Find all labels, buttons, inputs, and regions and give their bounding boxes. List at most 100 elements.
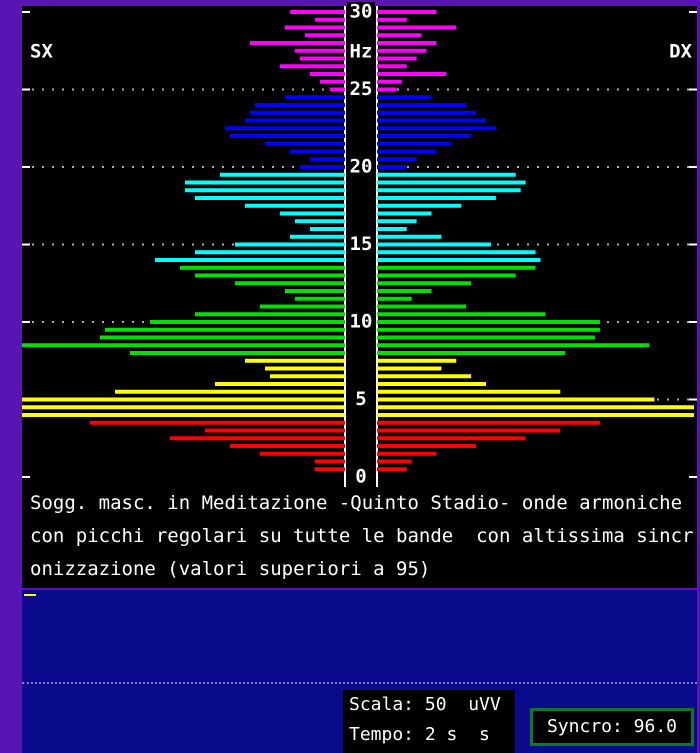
bar-left [310, 157, 345, 162]
y-tick-label: 10 [350, 311, 373, 333]
bar-right [377, 413, 695, 417]
bar-left [250, 41, 345, 45]
bar-left [225, 126, 345, 131]
bar-right [377, 335, 595, 340]
bar-right [377, 10, 437, 14]
y-tick-label: 15 [350, 233, 373, 255]
left-label: SX [30, 41, 53, 63]
bar-left [265, 366, 345, 371]
bar-left [320, 79, 345, 84]
bar-right [377, 397, 655, 402]
bar-left [215, 382, 345, 386]
description-line: Sogg. masc. in Meditazione -Quinto Stadi… [30, 492, 683, 514]
bar-right [377, 203, 462, 208]
bar-right [377, 234, 442, 239]
tick-label-bg [347, 234, 375, 255]
tick-label-bg [347, 467, 375, 487]
status-box: Scala: 50 uVV Tempo: 2 s s [343, 690, 515, 753]
bar-right [377, 196, 496, 200]
bar-left [295, 219, 345, 224]
bar-right [377, 126, 496, 131]
bar-right [377, 72, 447, 76]
bar-left [185, 188, 345, 193]
bar-right [377, 172, 516, 177]
bar-right [377, 227, 407, 231]
bar-left [195, 273, 345, 278]
tick-label-bg [347, 79, 375, 100]
bar-left [130, 351, 345, 355]
bar-right [377, 211, 432, 216]
bar-right [377, 141, 452, 146]
bar-right [377, 95, 432, 100]
y-tick-label: 20 [350, 156, 373, 178]
baseline [22, 682, 697, 684]
bar-right [377, 382, 486, 386]
bar-right [377, 327, 600, 332]
bar-right [377, 351, 566, 355]
y-tick-label: 30 [350, 1, 373, 23]
bar-left [260, 304, 345, 309]
y-tick-label: 0 [355, 466, 366, 488]
bar-left [330, 87, 345, 92]
bar-right [377, 48, 427, 53]
bar-left [290, 10, 345, 14]
bar-right [377, 265, 536, 270]
bar-right [377, 219, 417, 224]
bar-right [377, 428, 561, 433]
bar-left [115, 389, 345, 394]
bar-left [280, 211, 345, 216]
bar-right [377, 312, 546, 317]
bar-right [377, 33, 422, 38]
tick-label-bg [347, 157, 375, 177]
bar-right [377, 420, 600, 425]
bar-right [377, 358, 457, 363]
bar-right [377, 110, 477, 115]
y-tick-label: 5 [355, 388, 366, 410]
bar-left [245, 203, 345, 208]
bar-left [185, 180, 345, 185]
y-tick-label: 25 [350, 78, 373, 100]
bar-right [377, 467, 407, 472]
bar-left [180, 265, 345, 270]
bar-right [377, 165, 407, 169]
signal-panel: Scala: 50 uVV Tempo: 2 s s Syncro: 96.0 [22, 590, 697, 753]
tick-label-bg [347, 312, 375, 332]
bar-right [377, 157, 417, 162]
bar-left [300, 56, 345, 61]
bar-right [377, 366, 442, 371]
bar-left [170, 436, 345, 441]
bar-right [377, 436, 526, 441]
syncro: Syncro: 96.0 [530, 708, 694, 746]
bar-right [377, 459, 412, 464]
bar-left [150, 320, 345, 324]
bar-right [377, 258, 541, 262]
description-box: Sogg. masc. in Meditazione -Quinto Stadi… [22, 487, 697, 588]
bar-left [270, 374, 345, 379]
bar-right [377, 242, 491, 247]
bar-right [377, 103, 467, 107]
bar-left [285, 289, 345, 293]
bar-left [90, 420, 345, 425]
bar-left [105, 327, 345, 332]
bar-left [300, 165, 345, 169]
bar-left [255, 103, 345, 107]
tempo: Tempo: 2 s s [349, 724, 490, 745]
bar-right [377, 17, 407, 22]
bar-right [377, 149, 437, 154]
bar-right [377, 134, 472, 138]
bar-left [100, 335, 345, 340]
bar-right [377, 56, 417, 61]
description-line: con picchi regolari su tutte le bande co… [30, 525, 694, 547]
bar-left [195, 250, 345, 255]
bar-right [377, 118, 486, 123]
bar-left [285, 25, 345, 30]
spectrum-chart: SX DX Hz 0 5 10 15 20 25 30 [22, 1, 697, 488]
bar-right [377, 389, 561, 394]
bar-left [290, 234, 345, 239]
bar-left [195, 312, 345, 317]
bar-right [377, 41, 437, 45]
signal-trace [24, 594, 36, 596]
right-label: DX [669, 41, 692, 63]
bar-right [377, 289, 432, 293]
